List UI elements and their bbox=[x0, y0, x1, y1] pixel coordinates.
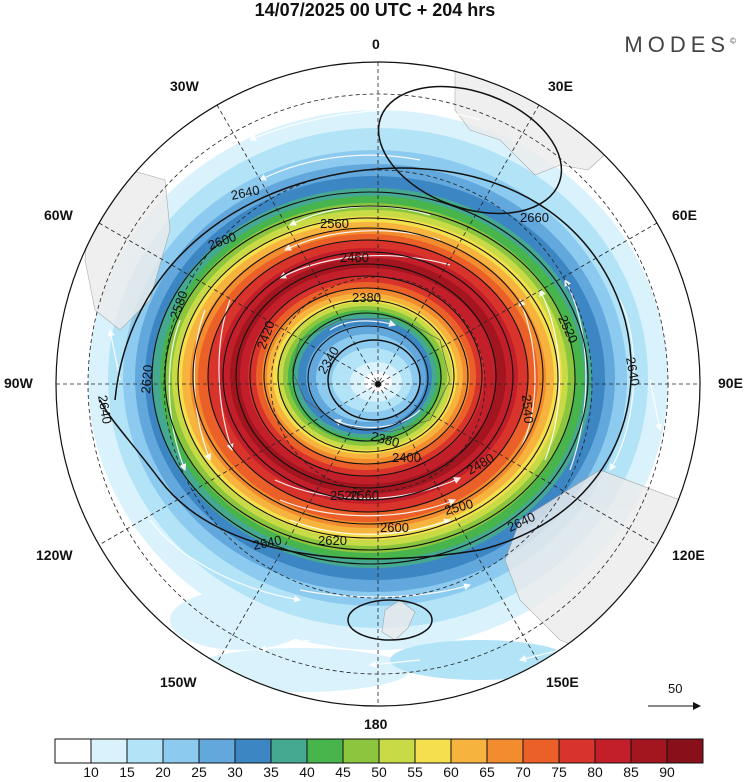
colorbar-label: 30 bbox=[227, 764, 243, 780]
colorbar-label: 85 bbox=[623, 764, 639, 780]
pole-marker bbox=[375, 381, 381, 387]
contour-label: 2600 bbox=[380, 520, 409, 535]
colorbar-label: 90 bbox=[659, 764, 675, 780]
colorbar-box bbox=[270, 738, 308, 764]
contour-label: 2380 bbox=[369, 428, 401, 450]
contour-label: 2460 bbox=[340, 250, 369, 265]
lon-label-60w: 60W bbox=[44, 207, 73, 223]
contour-label: 2560 bbox=[350, 488, 379, 503]
colorbar-box bbox=[234, 738, 272, 764]
contour-label: 2620 bbox=[138, 364, 155, 394]
colorbar-label: 10 bbox=[83, 764, 99, 780]
vector-scale: 50 bbox=[648, 681, 701, 710]
contour-label: 2380 bbox=[352, 290, 381, 305]
lon-label-150e: 150E bbox=[546, 674, 579, 690]
colorbar-box bbox=[594, 738, 632, 764]
contour-label: 2640 bbox=[230, 182, 261, 203]
lon-label-120w: 120W bbox=[36, 547, 73, 563]
lon-label-180: 180 bbox=[364, 716, 388, 732]
colorbar-label: 25 bbox=[191, 764, 207, 780]
lon-label-120e: 120E bbox=[672, 547, 705, 563]
contour-label: 2400 bbox=[392, 450, 421, 465]
colorbar-box bbox=[54, 738, 92, 764]
colorbar-label: 35 bbox=[263, 764, 279, 780]
contour-label: 2620 bbox=[318, 533, 347, 548]
colorbar-label: 60 bbox=[443, 764, 459, 780]
polar-map: 2640 2660 2560 2600 2460 2520 2580 2380 … bbox=[55, 61, 701, 710]
colorbar-box bbox=[630, 738, 668, 764]
lon-label-30w: 30W bbox=[170, 78, 199, 94]
lon-label-90w: 90W bbox=[4, 375, 33, 391]
colorbar-box bbox=[450, 738, 488, 764]
map-border bbox=[55, 61, 701, 707]
colorbar-box bbox=[198, 738, 236, 764]
colorbar-label: 15 bbox=[119, 764, 135, 780]
contour-label: 2500 bbox=[443, 496, 475, 518]
copyright-mark: © bbox=[730, 36, 736, 46]
colorbar-label: 45 bbox=[335, 764, 351, 780]
colorbar-label: 80 bbox=[587, 764, 603, 780]
colorbar bbox=[54, 738, 704, 764]
lon-label-60e: 60E bbox=[672, 207, 697, 223]
colorbar-label: 40 bbox=[299, 764, 315, 780]
colorbar-label: 50 bbox=[371, 764, 387, 780]
brand-name: MODES bbox=[624, 32, 731, 57]
contour-label: 2640 bbox=[252, 532, 283, 553]
colorbar-box bbox=[486, 738, 524, 764]
colorbar-box bbox=[90, 738, 128, 764]
lon-label-30e: 30E bbox=[548, 78, 573, 94]
contour-label: 2660 bbox=[520, 210, 549, 225]
colorbar-box bbox=[414, 738, 452, 764]
lon-label-150w: 150W bbox=[160, 674, 197, 690]
colorbar-label: 55 bbox=[407, 764, 423, 780]
brand-logo: MODES© bbox=[624, 32, 736, 58]
contour-label: 2560 bbox=[320, 216, 349, 231]
colorbar-label: 70 bbox=[515, 764, 531, 780]
antarctica-outline bbox=[291, 317, 451, 433]
colorbar-box bbox=[342, 738, 380, 764]
lon-label-90e: 90E bbox=[718, 375, 743, 391]
colorbar-box bbox=[666, 738, 704, 764]
contour-label: 2640 bbox=[95, 394, 115, 425]
colorbar-box bbox=[378, 738, 416, 764]
colorbar-box bbox=[126, 738, 164, 764]
lon-label-0: 0 bbox=[372, 36, 380, 52]
colorbar-label: 20 bbox=[155, 764, 171, 780]
chart-title: 14/07/2025 00 UTC + 204 hrs bbox=[254, 0, 496, 20]
colorbar-box bbox=[162, 738, 200, 764]
colorbar-box bbox=[306, 738, 344, 764]
vector-scale-label: 50 bbox=[668, 681, 682, 696]
contour-label: 2520 bbox=[330, 488, 359, 503]
height-contours bbox=[99, 85, 633, 641]
colorbar-box bbox=[522, 738, 560, 764]
colorbar-label: 75 bbox=[551, 764, 567, 780]
colorbar-box bbox=[558, 738, 596, 764]
colorbar-label: 65 bbox=[479, 764, 495, 780]
contour-label: 2540 bbox=[519, 394, 536, 424]
contour-label: 2640 bbox=[623, 356, 643, 387]
